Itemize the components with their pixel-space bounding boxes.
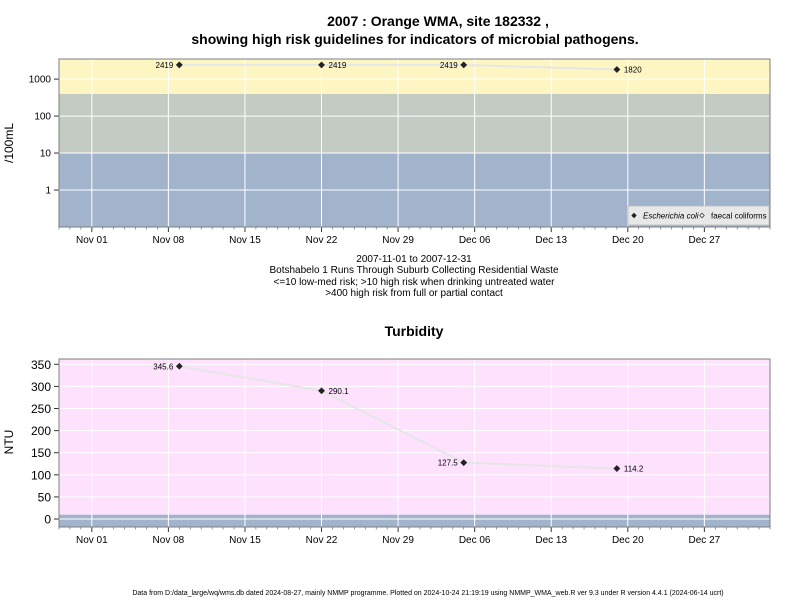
chart1-x-tick-label: Nov 01: [76, 235, 108, 246]
chart1-legend-box: [627, 205, 770, 226]
chart1-data-label: 2419: [440, 61, 458, 70]
chart1-title-line1: 2007 : Orange WMA, site 182332 ,: [327, 13, 549, 29]
chart1-data-point: [318, 61, 325, 69]
chart2-plot-area: Nov 01 Nov 08 Nov 15 Nov 22 Nov 29 Dec 06 Dec …: [31, 358, 771, 546]
chart1-x-tick-label: Nov 08: [153, 235, 185, 246]
chart2-y-tick-label: 0: [44, 513, 51, 527]
chart1-band-1: [59, 93, 770, 154]
chart2-data-label: 127.5: [438, 459, 459, 468]
chart2-x-tick-label: Dec 13: [535, 535, 567, 546]
chart1-data-label: 2419: [329, 61, 347, 70]
footer-note: Data from D:/data_large/wq/wms.db dated …: [132, 590, 723, 597]
chart1-data-point: [175, 61, 183, 69]
chart2-y-tick-label: 350: [31, 358, 51, 372]
chart2-y-tick-label: 50: [38, 490, 52, 504]
chart2-y-tick-label: 100: [31, 468, 51, 482]
chart1-y-axis-label: /100mL: [2, 123, 16, 163]
chart2-x-tick-label: Nov 08: [153, 535, 185, 546]
chart2-y-tick-label: 250: [31, 402, 51, 416]
chart1-plot-area: Nov 01 Nov 08 Nov 15 Nov 22 Nov 29 Dec 06 Dec …: [29, 58, 771, 246]
chart2-plot-border: [58, 358, 771, 528]
chart1-plot-border: [58, 58, 771, 228]
chart1-title-line2: showing high risk guidelines for indicat…: [191, 31, 638, 47]
chart2-x-tick-label: Nov 22: [306, 535, 338, 546]
chart1-legend-label: Escherichia coli: [643, 212, 699, 221]
chart1-subtitle-line1: 2007-11-01 to 2007-12-31: [356, 254, 472, 265]
chart2-y-axis-label: NTU: [2, 430, 16, 455]
chart1-y-tick-label: 100: [34, 112, 51, 123]
chart1-subtitle-line2: Botshabelo 1 Runs Through Suburb Collect…: [269, 265, 558, 276]
chart1-y-tick-label: 10: [40, 149, 52, 160]
chart2-data-label: 114.2: [624, 465, 644, 474]
chart1-subtitle-line3: <=10 low-med risk; >10 high risk when dr…: [274, 277, 556, 288]
chart2-x-tick-label: Nov 01: [76, 535, 108, 546]
chart2-x-tick-label: Nov 29: [382, 535, 414, 546]
chart1-x-tick-label: Dec 20: [612, 235, 644, 246]
chart1-legend-marker: [699, 212, 705, 219]
chart2-data-point: [175, 362, 183, 370]
chart1-x-tick-label: Nov 29: [382, 235, 414, 246]
chart2-data-label: 290.1: [329, 387, 350, 396]
chart2-band-0: [59, 514, 770, 527]
chart1-x-tick-label: Dec 13: [535, 235, 567, 246]
chart1-y-tick-label: 1000: [29, 75, 52, 86]
chart1-subtitle-line4: >400 high risk from full or partial cont…: [325, 288, 503, 299]
chart1-y-tick-label: 1: [45, 186, 51, 197]
chart2-title: Turbidity: [385, 323, 444, 339]
chart2-x-tick-label: Dec 20: [612, 535, 644, 546]
chart1-series-line: [179, 63, 617, 71]
chart2-y-tick-label: 200: [31, 424, 51, 438]
chart2-x-tick-label: Dec 06: [459, 535, 491, 546]
chart1-legend-marker: [631, 212, 637, 219]
chart2-y-tick-label: 300: [31, 380, 51, 394]
chart1-x-tick-label: Nov 22: [306, 235, 338, 246]
chart1-x-tick-label: Nov 15: [229, 235, 261, 246]
chart2-x-tick-label: Nov 15: [229, 535, 261, 546]
chart2-data-point: [460, 459, 468, 467]
chart1-data-label: 1820: [624, 65, 642, 74]
chart2-data-label: 345.6: [153, 362, 174, 371]
chart1-data-point: [613, 66, 621, 73]
chart1-data-point: [460, 61, 468, 69]
chart2-y-tick-label: 150: [31, 446, 51, 460]
chart1-data-label: 2419: [156, 61, 174, 70]
chart2-data-point: [318, 387, 325, 395]
chart1-legend-label: faecal coliforms: [711, 212, 767, 221]
chart2-x-tick-label: Dec 27: [689, 535, 721, 546]
chart1-x-tick-label: Dec 06: [459, 235, 491, 246]
chart2-data-point: [613, 465, 621, 472]
chart2-series-line: [179, 365, 617, 470]
chart1-x-tick-label: Dec 27: [689, 235, 721, 246]
